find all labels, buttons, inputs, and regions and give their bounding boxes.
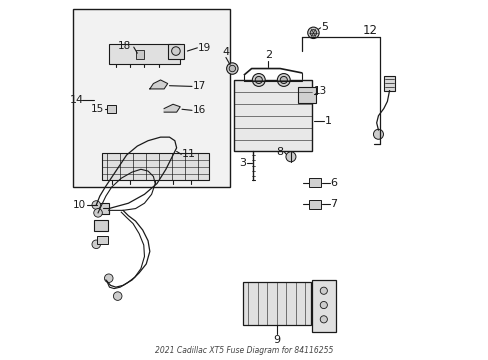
Text: 1: 1 [324, 116, 331, 126]
Bar [167, 44, 183, 59]
Circle shape [255, 76, 262, 84]
Circle shape [320, 301, 326, 309]
Text: 7: 7 [329, 199, 337, 209]
Circle shape [320, 287, 326, 294]
Bar [97, 203, 108, 214]
Bar [97, 237, 108, 244]
Text: 19: 19 [198, 43, 211, 53]
Text: 15: 15 [91, 104, 104, 114]
Bar [107, 105, 116, 113]
Circle shape [309, 30, 316, 36]
Circle shape [113, 292, 122, 300]
Text: 6: 6 [329, 178, 337, 188]
Circle shape [285, 152, 295, 162]
Circle shape [280, 76, 287, 84]
Bar [73, 9, 230, 187]
Text: 5: 5 [321, 22, 327, 32]
Text: 17: 17 [192, 81, 205, 91]
Bar [102, 153, 208, 180]
Polygon shape [164, 104, 180, 112]
Circle shape [277, 73, 290, 86]
Circle shape [92, 201, 101, 209]
Text: 14: 14 [69, 95, 83, 105]
Text: 10: 10 [72, 200, 85, 210]
Circle shape [92, 240, 101, 249]
Text: 3: 3 [239, 158, 246, 168]
Bar [383, 76, 394, 91]
Text: 2021 Cadillac XT5 Fuse Diagram for 84116255: 2021 Cadillac XT5 Fuse Diagram for 84116… [155, 346, 333, 355]
Text: 2: 2 [264, 50, 271, 60]
Text: 13: 13 [313, 86, 327, 96]
Circle shape [104, 274, 113, 283]
Circle shape [171, 47, 180, 55]
Bar [298, 87, 315, 103]
Bar [308, 200, 321, 208]
Text: 16: 16 [192, 105, 205, 115]
Text: 11: 11 [182, 149, 196, 159]
Bar [242, 282, 310, 325]
Bar [94, 220, 108, 231]
Text: 4: 4 [222, 47, 229, 57]
Circle shape [226, 63, 238, 74]
Bar [135, 50, 144, 59]
Circle shape [229, 65, 235, 72]
Circle shape [373, 129, 383, 139]
Polygon shape [149, 80, 167, 89]
Text: 12: 12 [363, 24, 377, 37]
Bar [108, 44, 180, 64]
Text: 8: 8 [276, 147, 283, 157]
Bar [233, 80, 312, 152]
Circle shape [252, 73, 264, 86]
Circle shape [307, 27, 319, 39]
Text: 9: 9 [272, 336, 280, 345]
Circle shape [320, 316, 326, 323]
Bar [312, 280, 335, 332]
Bar [308, 178, 321, 187]
Text: 18: 18 [118, 41, 131, 51]
Circle shape [94, 208, 102, 217]
